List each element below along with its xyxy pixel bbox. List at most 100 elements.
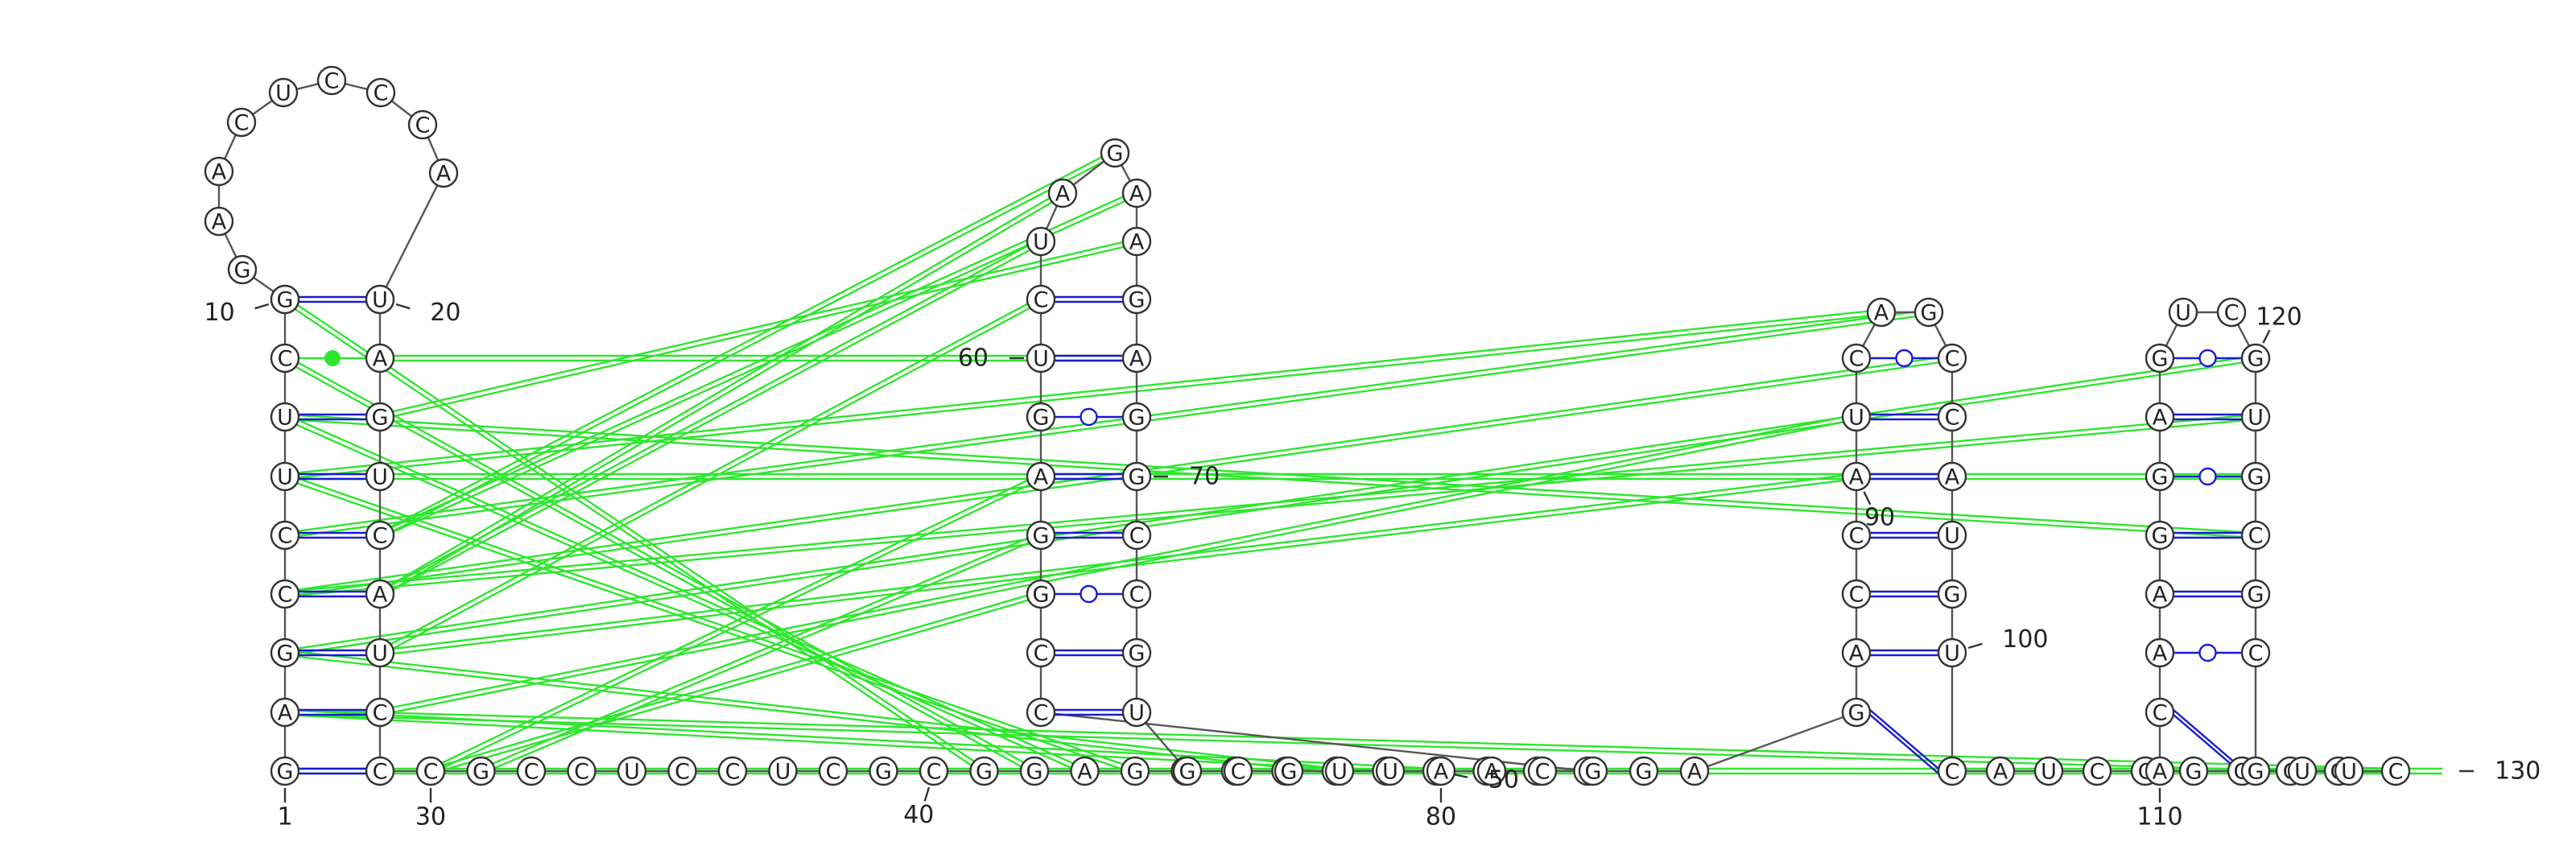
nucleotide-circle (2240, 520, 2271, 551)
nucleotide-letter: G (234, 258, 251, 283)
index-label-120: 120 (2256, 303, 2301, 332)
nucleotide-98: U (1937, 520, 1967, 551)
nucleotide-104: C (2082, 756, 2112, 786)
nucleotide-55: C (1026, 637, 1056, 668)
nucleotide-39: G (869, 756, 898, 786)
nucleotide-11: G (227, 254, 258, 285)
nucleotide-circle (1121, 637, 1152, 668)
nucleotide-106: G (2178, 756, 2209, 786)
nucleotide-78: U (1324, 756, 1355, 786)
nucleotide-letter: G (2152, 465, 2169, 490)
pseudoknot-line (285, 355, 1037, 770)
nucleotide-circle (2216, 297, 2247, 328)
nucleotide-25: C (365, 520, 395, 551)
nucleotide-circle (1100, 138, 1130, 168)
nucleotide-28: C (365, 697, 395, 728)
nucleotide-letter: C (234, 111, 250, 136)
nucleotide-8: C (270, 343, 300, 373)
nucleotide-letter: G (1944, 583, 1961, 608)
nucleotide-2: A (270, 697, 300, 728)
nucleotide-letter: G (1179, 760, 1196, 785)
nucleotide-letter: G (473, 760, 489, 785)
nucleotide-letter: C (1849, 583, 1864, 608)
pseudoknot-line (284, 654, 1336, 775)
index-label-80: 80 (1426, 803, 1456, 831)
pseudoknot-line (284, 308, 1929, 534)
nucleotide-34: U (617, 756, 647, 786)
nucleotide-76: C (1223, 756, 1253, 786)
pseudoknot-line (378, 190, 1063, 593)
pseudoknot-line (378, 238, 1041, 593)
wobble-pair-marker (1080, 584, 1098, 604)
nucleotide-letter: U (277, 406, 293, 431)
nucleotide-66: A (1121, 226, 1152, 257)
pseudoknot-line (481, 536, 1042, 774)
pseudoknot-line (380, 154, 1117, 538)
nucleotide-circle (1121, 226, 1152, 257)
nucleotide-circle (2240, 343, 2271, 373)
pseudoknot-line (283, 418, 1084, 774)
nucleotide-74: U (1121, 697, 1152, 728)
nucleotide-103: U (2033, 756, 2064, 786)
index-label-70: 70 (1189, 463, 1220, 491)
nucleotide-circle (1937, 756, 1967, 786)
nucleotide-29: C (365, 756, 395, 786)
nucleotide-circle (2082, 756, 2112, 786)
nucleotide-circle (768, 756, 798, 786)
nucleotide-letter: A (1945, 465, 1960, 490)
nucleotide-23: G (365, 402, 395, 432)
nucleotide-circle (1223, 756, 1253, 786)
nucleotide-letter: A (1129, 230, 1145, 255)
nucleotide-letter: G (1281, 760, 1298, 785)
nucleotide-circle (1121, 284, 1152, 315)
nucleotide-circle (1578, 756, 1608, 786)
nucleotide-circle (365, 637, 395, 668)
nucleotide-circle (270, 697, 300, 728)
nucleotide-circle (2168, 297, 2198, 328)
nucleotide-113: A (2145, 579, 2175, 609)
nucleotide-letter: G (1129, 642, 1146, 666)
nucleotide-letter: G (1921, 301, 1938, 326)
nucleotide-letter: A (1687, 760, 1703, 785)
nucleotide-38: C (818, 756, 848, 786)
nucleotide-123: C (2240, 520, 2271, 551)
pseudoknot-line (431, 595, 1042, 775)
pseudoknot-line (380, 242, 1042, 597)
pseudoknot-line (284, 418, 2256, 539)
nucleotide-circle (1026, 343, 1056, 373)
index-tick (254, 303, 270, 310)
nucleotide-97: A (1937, 461, 1967, 492)
nucleotide-circle (2145, 461, 2175, 492)
nucleotide-circle (1937, 637, 1967, 668)
nucleotide-letter: G (1033, 406, 1050, 431)
nucleotide-111: C (2145, 697, 2175, 728)
nucleotide-125: C (2240, 637, 2271, 668)
nucleotide-letter: A (1434, 760, 1449, 785)
nucleotide-16: C (316, 65, 347, 96)
nucleotide-circle (1841, 697, 1872, 728)
wobble-pair-marker (2198, 467, 2217, 486)
nucleotide-circle (365, 697, 395, 728)
nucleotide-70: G (1121, 461, 1152, 492)
nucleotide-circle (365, 461, 395, 492)
nucleotide-letter: A (1077, 760, 1092, 785)
nucleotide-42: G (1019, 756, 1050, 786)
nucleotide-96: C (1937, 402, 1967, 432)
nucleotide-letter: G (1585, 760, 1602, 785)
pseudoknot-line (380, 242, 1137, 421)
nucleotide-circle (270, 402, 300, 432)
nucleotide-letter: A (373, 347, 388, 372)
nucleotide-letter: G (1033, 583, 1050, 608)
index-label-130: 130 (2495, 757, 2541, 786)
nucleotide-circle (1937, 402, 1967, 432)
nucleotide-circle (2145, 637, 2175, 668)
backbone (217, 79, 2396, 773)
nucleotide-72: C (1121, 579, 1152, 609)
nucleotide-letter: A (2153, 406, 2168, 431)
base-pair-line (1869, 714, 1939, 774)
nucleotide-circle (466, 756, 496, 786)
nucleotide-letter: C (574, 760, 589, 785)
nucleotide-letter: U (1944, 524, 1960, 549)
nucleotide-118: U (2168, 297, 2198, 328)
